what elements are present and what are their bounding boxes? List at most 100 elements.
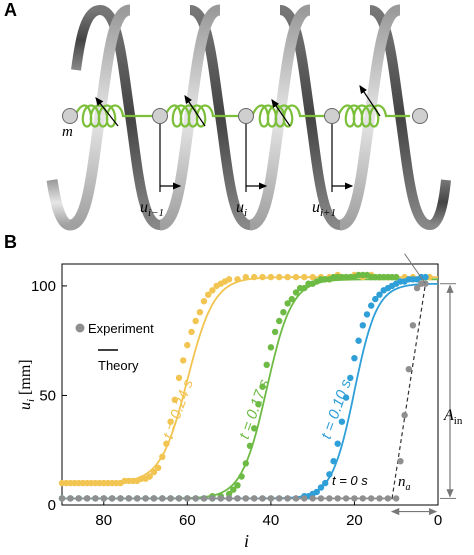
series-label-t017: t = 0.17 s (236, 377, 273, 442)
series-label-t024: t = 0.24 s (160, 377, 197, 442)
experiment-point (368, 495, 375, 502)
experiment-point (359, 495, 366, 502)
theory-curves (62, 276, 439, 500)
panel-a-label: A (4, 0, 17, 20)
experiment-point (393, 495, 400, 502)
experiment-point (167, 495, 174, 502)
mass-ball (412, 108, 428, 124)
experiment-point (242, 273, 249, 281)
helix-coil (46, 4, 451, 231)
experiment-point (342, 394, 350, 401)
experiment-point (401, 412, 408, 419)
experiment-point (234, 482, 241, 489)
experiment-point (67, 495, 74, 502)
mass-ball (152, 108, 168, 124)
experiment-point (292, 289, 300, 296)
experiment-point (405, 366, 412, 373)
experiment-point (58, 495, 66, 502)
experiment-point (276, 495, 283, 502)
experiment-point (330, 458, 337, 465)
experiment-point (150, 468, 158, 476)
experiment-point (225, 276, 233, 283)
experiment-point (159, 453, 166, 460)
masses (62, 108, 428, 124)
experiment-point (108, 495, 116, 502)
experiment-point (376, 291, 383, 298)
experiment-points (58, 271, 433, 502)
experiment-point (251, 425, 258, 432)
experiment-point (351, 355, 358, 362)
experiment-point (154, 464, 162, 471)
experiment-point (409, 322, 417, 329)
experiment-point (288, 295, 295, 303)
experiment-point (292, 273, 300, 281)
experiment-point (163, 440, 170, 447)
experiment-point (242, 495, 249, 502)
experiment-point (150, 495, 158, 502)
experiment-point (342, 495, 350, 502)
experiment-point (338, 418, 346, 425)
experiment-point (276, 317, 283, 325)
axis-ticks: 80 60 40 20 0 0 50 100 (31, 278, 442, 529)
experiment-point (351, 495, 358, 502)
experiment-point (255, 401, 262, 408)
experiment-point (301, 273, 308, 281)
experiment-point (276, 273, 283, 281)
experiment-point (238, 473, 245, 480)
experiment-point (259, 273, 266, 281)
experiment-point (225, 490, 233, 498)
experiment-point (225, 495, 233, 502)
experiment-point (92, 495, 99, 502)
legend-experiment-label: Experiment (88, 321, 154, 336)
panel-b-label: B (4, 232, 17, 252)
experiment-point (301, 284, 308, 292)
label-u-i: ui (236, 199, 247, 219)
series-label-t0: t = 0 s (332, 473, 368, 488)
experiment-point (397, 458, 404, 465)
amplitude-leader (404, 253, 426, 285)
x-tick-label: 0 (434, 512, 442, 529)
theory-curve (62, 278, 438, 500)
front-label: na (398, 474, 411, 493)
experiment-point (159, 495, 166, 502)
experiment-point (75, 495, 82, 502)
experiment-point (326, 495, 333, 502)
experiment-point (413, 284, 421, 292)
experiment-point (334, 440, 341, 447)
experiment-point (175, 495, 183, 502)
experiment-point (209, 495, 216, 502)
series-label-t010: t = 0.10 s (318, 377, 355, 442)
experiment-point (217, 495, 224, 502)
experiment-point (280, 309, 287, 316)
experiment-point (100, 495, 108, 502)
x-tick-label: 40 (263, 512, 280, 529)
experiment-point (175, 374, 183, 382)
experiment-point (196, 309, 204, 316)
experiment-point (263, 361, 270, 368)
x-tick-label: 80 (95, 512, 112, 529)
theory-curve (62, 282, 439, 500)
theory-front-line (391, 283, 427, 499)
experiment-point (267, 273, 275, 281)
displacement-markers (159, 124, 354, 192)
experiment-point (271, 328, 279, 336)
experiment-point (230, 486, 237, 493)
experiment-point (117, 495, 124, 502)
experiment-point (317, 495, 325, 502)
experiment-point (393, 273, 400, 281)
mass-label: m (62, 124, 73, 140)
experiment-point (234, 276, 241, 283)
legend-experiment-marker (75, 323, 85, 333)
experiment-point (368, 302, 375, 309)
experiment-point (259, 383, 266, 390)
experiment-point (259, 495, 266, 502)
experiment-point (184, 495, 191, 502)
amplitude-label: Ain (443, 407, 463, 427)
experiment-point (384, 495, 392, 502)
experiment-point (267, 344, 275, 351)
experiment-point (167, 418, 174, 425)
experiment-point (292, 495, 300, 502)
mass-ball (238, 108, 254, 124)
experiment-point (359, 322, 366, 329)
